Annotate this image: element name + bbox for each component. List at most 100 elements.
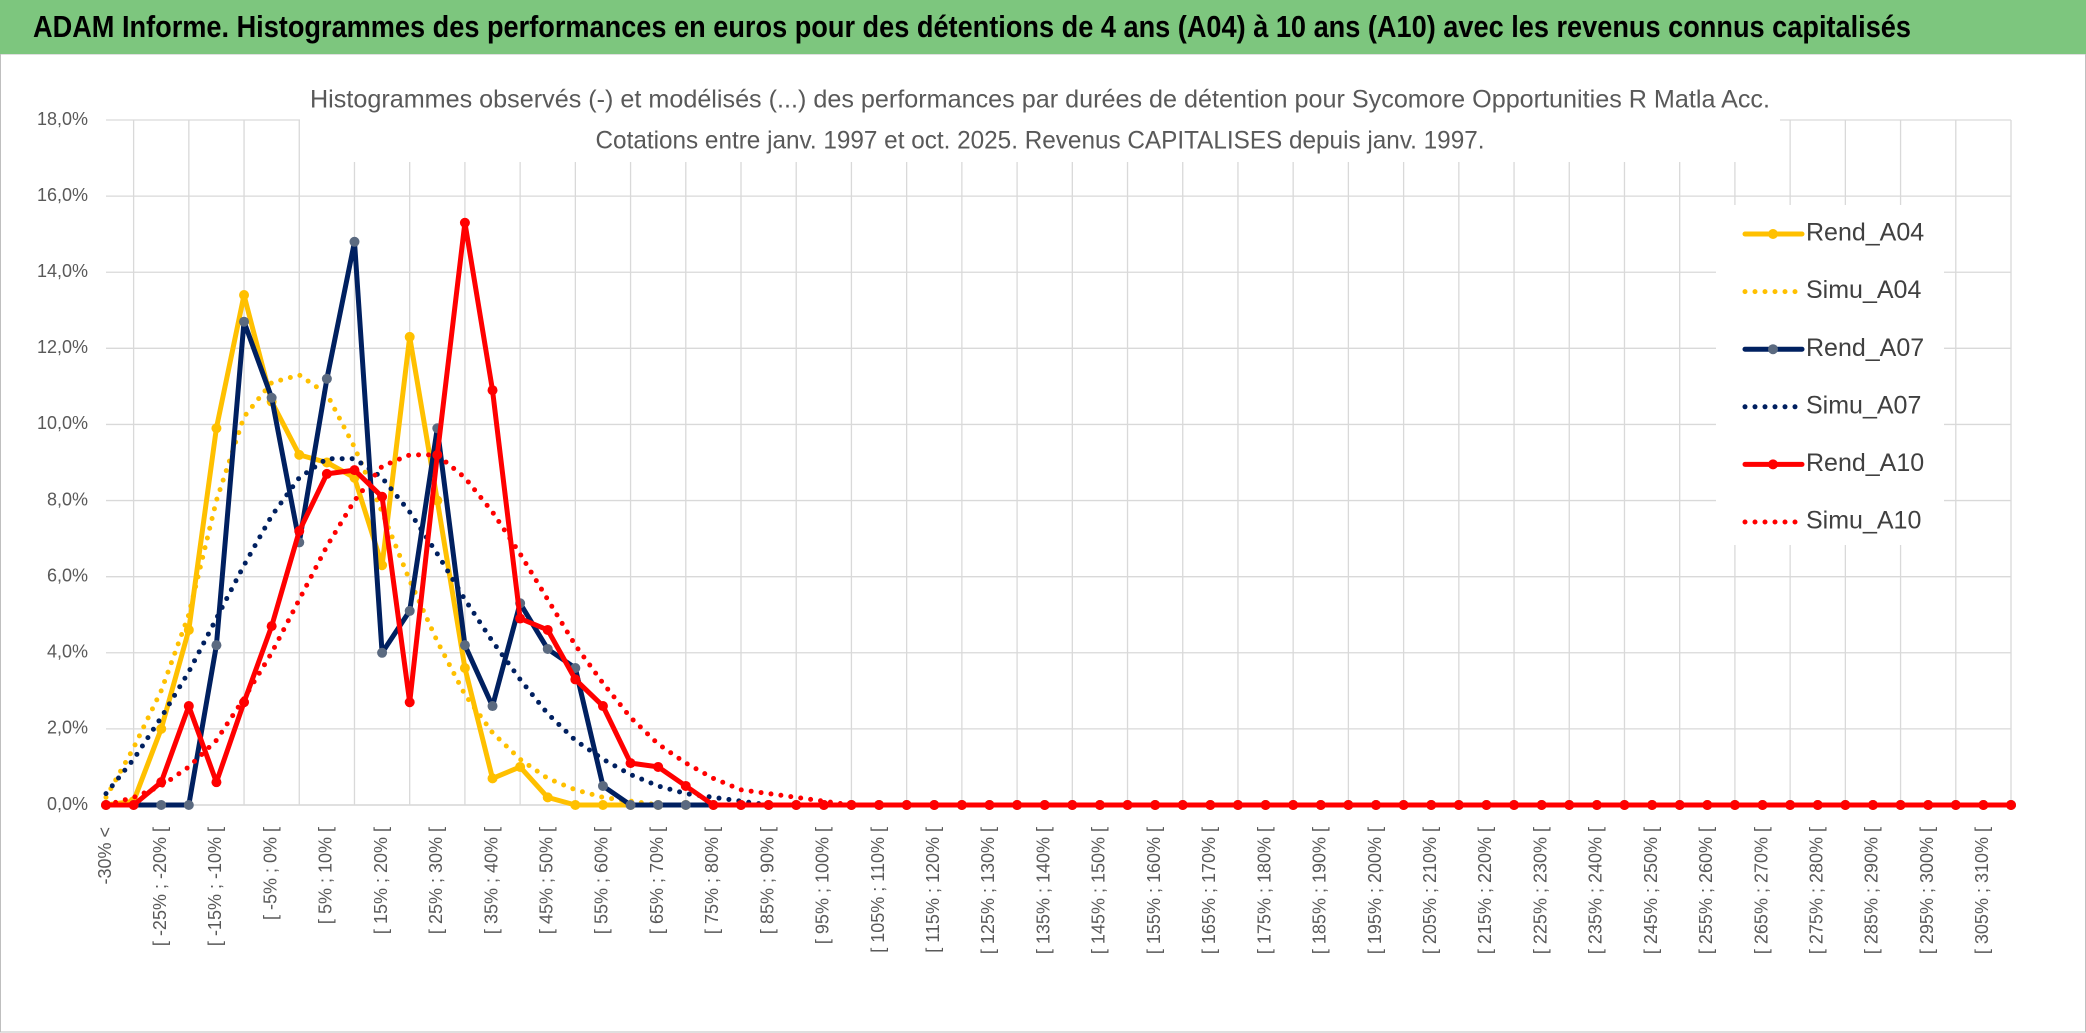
data-point — [1039, 800, 1050, 810]
x-tick-label: [ 255% ; 260% [ — [1696, 827, 1716, 954]
x-tick-label: [ 115% ; 120% [ — [923, 827, 943, 953]
header-title: ADAM Informe. Histogrammes des performan… — [33, 9, 1911, 44]
data-point — [515, 613, 526, 624]
data-point — [1840, 800, 1851, 810]
data-point — [1619, 800, 1630, 810]
y-tick-label: 2,0% — [47, 718, 88, 738]
data-point — [404, 605, 415, 616]
data-point — [211, 640, 222, 651]
data-point — [708, 800, 719, 810]
x-tick-label: [ 65% ; 70% [ — [647, 827, 667, 934]
y-tick-label: 10,0% — [37, 413, 88, 433]
data-point — [625, 758, 636, 769]
data-point — [542, 643, 553, 654]
data-point — [1398, 800, 1409, 810]
x-tick-label: [ 195% ; 200% [ — [1365, 827, 1385, 954]
x-tick-label: [ 235% ; 240% [ — [1586, 827, 1606, 954]
legend-marker — [1768, 344, 1778, 355]
x-tick-label: [ 105% ; 110% [ — [868, 827, 888, 953]
data-point — [156, 800, 167, 810]
data-point — [680, 800, 691, 810]
data-point — [1150, 800, 1161, 810]
x-tick-label: [ 95% ; 100% [ — [813, 827, 833, 944]
data-point — [542, 624, 553, 635]
x-tick-label: [ 135% ; 140% [ — [1033, 827, 1053, 954]
x-tick-label: [ -25% ; -20% [ — [150, 827, 170, 946]
x-tick-label: [ 25% ; 30% [ — [426, 827, 446, 934]
series-line — [103, 452, 2014, 808]
data-point — [321, 373, 332, 384]
x-tick-label: [ 285% ; 290% [ — [1862, 827, 1882, 954]
x-tick-label: [ 215% ; 220% [ — [1475, 827, 1495, 954]
title-background — [300, 80, 1780, 162]
data-point — [377, 560, 388, 571]
data-point — [653, 761, 664, 772]
data-point — [929, 800, 940, 810]
data-point — [294, 449, 305, 460]
x-tick-label: [ 45% ; 50% [ — [536, 827, 556, 934]
data-point — [349, 236, 360, 247]
data-point — [487, 773, 498, 784]
legend-label: Simu_A07 — [1806, 391, 1921, 419]
data-point — [266, 621, 277, 632]
x-tick-label: [ 5% ; 10% [ — [316, 827, 336, 924]
data-point — [349, 465, 360, 476]
x-tick-label: [ 125% ; 130% [ — [978, 827, 998, 954]
data-point — [294, 526, 305, 536]
data-point — [487, 701, 498, 712]
data-point — [377, 491, 388, 502]
legend-label: Rend_A07 — [1806, 334, 1924, 362]
data-point — [459, 663, 470, 673]
y-tick-label: 14,0% — [37, 261, 88, 281]
data-point — [653, 800, 664, 810]
data-point — [266, 392, 277, 403]
data-point — [680, 780, 691, 791]
data-point — [156, 723, 167, 734]
chart-title: Histogrammes observés (-) et modélisés (… — [310, 86, 1770, 114]
x-tick-label: [ 35% ; 40% [ — [481, 827, 501, 934]
data-point — [459, 217, 470, 228]
x-tick-label: [ 245% ; 250% [ — [1641, 827, 1661, 954]
x-tick-label: [ -15% ; -10% [ — [205, 827, 225, 946]
data-point — [515, 761, 526, 772]
x-tick-label: [ 55% ; 60% [ — [592, 827, 612, 934]
x-tick-label: [ 165% ; 170% [ — [1199, 827, 1219, 954]
data-point — [901, 800, 912, 810]
x-tick-label: [ 295% ; 300% [ — [1917, 827, 1937, 954]
y-tick-label: 12,0% — [37, 337, 88, 357]
data-point — [1122, 800, 1133, 810]
x-tick-label: [ 275% ; 280% [ — [1806, 827, 1826, 954]
legend-label: Simu_A10 — [1806, 507, 1921, 535]
y-tick-label: 6,0% — [47, 565, 88, 585]
data-point — [404, 331, 415, 342]
data-point — [183, 624, 194, 635]
x-tick-label: [ -5% ; 0% [ — [260, 827, 280, 920]
data-point — [542, 792, 553, 803]
y-tick-label: 4,0% — [47, 642, 88, 662]
data-point — [791, 800, 802, 810]
legend-background — [1716, 205, 1944, 545]
data-point — [1371, 800, 1381, 810]
header-band — [0, 0, 2086, 54]
data-point — [1591, 800, 1602, 810]
legend-marker — [1768, 229, 1778, 239]
data-point — [1867, 800, 1878, 810]
x-tick-label: [ 155% ; 160% [ — [1144, 827, 1164, 954]
x-tick-label: [ 205% ; 210% [ — [1420, 827, 1440, 954]
x-tick-label: [ 185% ; 190% [ — [1310, 827, 1330, 954]
data-point — [128, 800, 139, 810]
data-point — [1729, 800, 1740, 810]
data-point — [570, 674, 581, 685]
data-point — [183, 701, 194, 712]
x-tick-label: [ 15% ; 20% [ — [371, 827, 391, 934]
x-tick-label: [ 75% ; 80% [ — [702, 827, 722, 934]
data-point — [183, 800, 194, 810]
data-point — [211, 777, 222, 788]
data-point — [459, 640, 470, 651]
legend-label: Rend_A04 — [1806, 219, 1924, 247]
x-tick-label: [ 265% ; 270% [ — [1751, 827, 1771, 954]
data-point — [1978, 800, 1989, 810]
y-tick-label: 16,0% — [37, 185, 88, 205]
data-point — [1260, 800, 1271, 810]
